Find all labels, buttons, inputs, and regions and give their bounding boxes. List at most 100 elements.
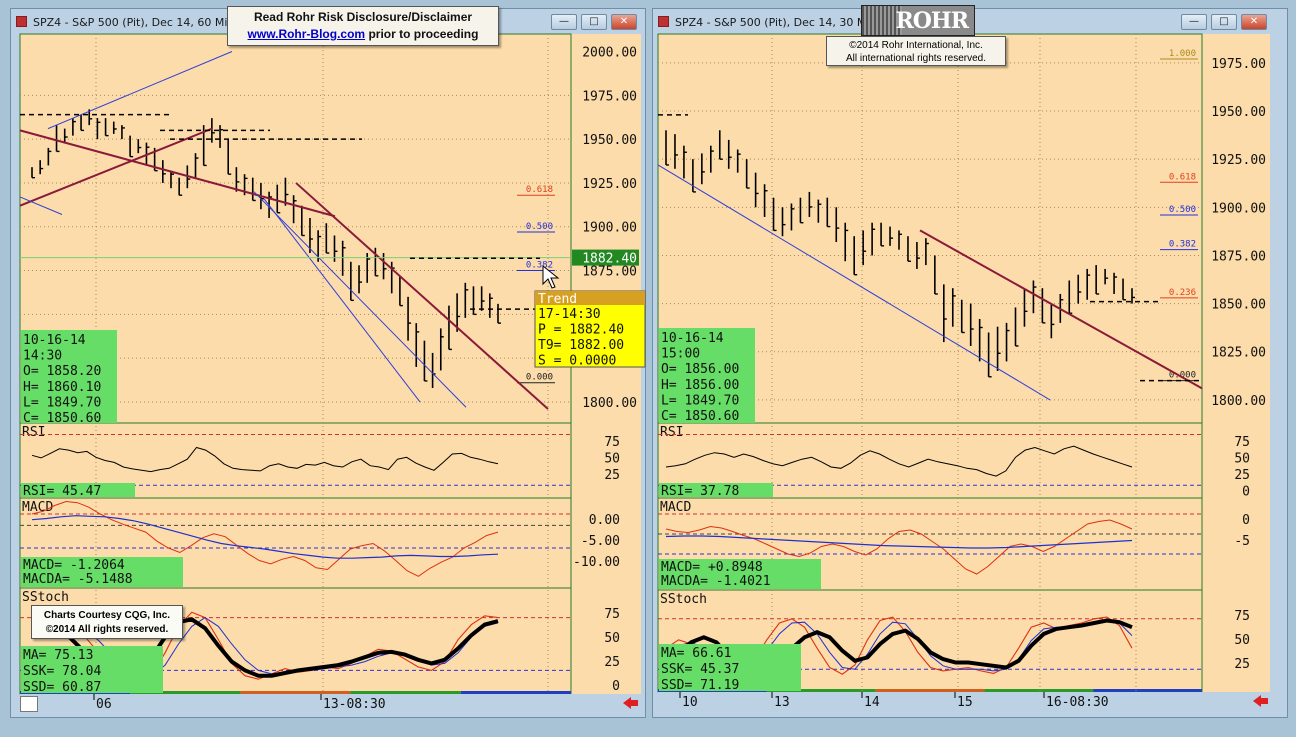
scroll-box[interactable] xyxy=(20,696,38,712)
left-macd-tick: -5.00 xyxy=(581,534,620,549)
right-rsi-tick: 75 xyxy=(1234,435,1250,450)
right-stoch-tick: 50 xyxy=(1234,633,1250,648)
left-scroll-arrow-icon xyxy=(623,697,638,709)
right-macd-readout: MACDA= -1.4021 xyxy=(661,574,771,589)
left-stoch-tick: 25 xyxy=(604,655,620,670)
left-fib-label: 0.382 xyxy=(526,261,553,271)
right-time-label: 14 xyxy=(864,695,880,710)
right-price-tick: 1825.00 xyxy=(1211,346,1266,361)
right-sstoch-label: SStoch xyxy=(660,592,707,607)
left-price-tick: 1875.00 xyxy=(582,265,637,280)
left-stoch-readout: MA= 75.13 xyxy=(23,648,93,663)
left-macd-readout: MACD= -1.2064 xyxy=(23,558,125,573)
right-window-title: SPZ4 - S&P 500 (Pit), Dec 14, 30 Min xyxy=(675,16,877,29)
left-trend-line xyxy=(295,182,549,410)
cqg-credit: Charts Courtesy CQG, Inc. ©2014 All righ… xyxy=(31,605,183,639)
left-rsi-line xyxy=(31,446,499,473)
right-session-strip xyxy=(984,689,1094,692)
right-price-tick: 1800.00 xyxy=(1211,394,1266,409)
right-title-bar[interactable]: SPZ4 - S&P 500 (Pit), Dec 14, 30 Min — □… xyxy=(653,9,1287,35)
right-stoch-readout: SSK= 45.37 xyxy=(661,662,739,677)
right-price-tick: 1950.00 xyxy=(1211,105,1266,120)
cqg-app-icon xyxy=(658,16,669,27)
disclaimer-title: Read Rohr Risk Disclosure/Disclaimer xyxy=(253,10,473,24)
right-info-line: C= 1850.60 xyxy=(661,409,739,424)
left-rsi-readout: RSI= 45.47 xyxy=(23,484,101,499)
right-fib-label: 0.500 xyxy=(1169,205,1196,215)
left-rsi-tick: 50 xyxy=(604,452,620,467)
disclaimer-banner: Read Rohr Risk Disclosure/Disclaimer www… xyxy=(227,6,499,46)
right-macd-label: MACD xyxy=(660,500,691,515)
right-time-label: 16-08:30 xyxy=(1046,695,1109,710)
right-rsi-tick: 50 xyxy=(1234,452,1250,467)
maximize-button[interactable]: □ xyxy=(581,14,607,30)
left-price-tick: 1800.00 xyxy=(582,396,637,411)
left-sstoch-label: SStoch xyxy=(22,590,69,605)
left-macd-tick: -10.00 xyxy=(573,555,620,570)
right-fib-label: 0.000 xyxy=(1169,371,1196,381)
left-trend-line xyxy=(19,129,336,218)
left-current-price-value: 1882.40 xyxy=(582,252,637,267)
left-rsi-tick: 75 xyxy=(604,435,620,450)
left-current-price-tag xyxy=(572,249,639,266)
left-rsi-tick: 25 xyxy=(604,468,620,483)
left-stoch-readout: SSK= 78.04 xyxy=(23,664,101,679)
trend-popup-title: Trend xyxy=(538,292,577,307)
left-price-tick: 2000.00 xyxy=(582,46,637,61)
maximize-button[interactable]: □ xyxy=(1211,14,1237,30)
right-stoch-readout-box xyxy=(659,644,801,691)
left-session-strip xyxy=(460,691,571,694)
right-price-tick: 1875.00 xyxy=(1211,249,1266,264)
right-rsi-line xyxy=(665,445,1133,477)
left-stoch-tick: 75 xyxy=(604,607,620,622)
right-stoch-readout: SSD= 71.19 xyxy=(661,678,739,693)
left-info-line: O= 1858.20 xyxy=(23,364,101,379)
left-stoch-readout-box xyxy=(21,646,163,693)
right-session-strip xyxy=(1093,689,1202,692)
right-price-tick: 1925.00 xyxy=(1211,153,1266,168)
right-time-label: 15 xyxy=(957,695,973,710)
left-info-box xyxy=(21,330,117,423)
right-macd-tick: -5 xyxy=(1234,534,1250,549)
right-rsi-label: RSI xyxy=(660,425,683,440)
minimize-button[interactable]: — xyxy=(1181,14,1207,30)
minimize-button[interactable]: — xyxy=(551,14,577,30)
right-time-label: 10 xyxy=(682,695,698,710)
left-stoch-tick: 0 xyxy=(612,679,620,694)
left-fib-label: 0.000 xyxy=(526,373,553,383)
left-info-line: H= 1860.10 xyxy=(23,380,101,395)
left-channel-line xyxy=(19,196,63,215)
right-macd-tick: 0 xyxy=(1242,513,1250,528)
right-rsi-tick: 0 xyxy=(1242,485,1250,500)
right-price-tick: 1850.00 xyxy=(1211,298,1266,313)
right-fib-label: 1.000 xyxy=(1169,49,1196,59)
left-time-label: 13-08:30 xyxy=(323,697,386,712)
left-macd-readout-box xyxy=(21,557,183,587)
left-price-tick: 1900.00 xyxy=(582,221,637,236)
trend-popup-line: S = 0.0000 xyxy=(538,354,616,369)
right-info-line: L= 1849.70 xyxy=(661,393,739,408)
right-time-label: 13 xyxy=(774,695,790,710)
right-macd-readout-box xyxy=(659,559,821,589)
right-fib-label: 0.618 xyxy=(1169,172,1196,182)
left-channel-line xyxy=(47,51,233,130)
left-macd-line xyxy=(31,500,499,577)
right-session-strip xyxy=(875,689,985,692)
close-button[interactable]: ✕ xyxy=(1241,14,1267,30)
left-title-bar[interactable]: SPZ4 - S&P 500 (Pit), Dec 14, 60 Min — □… xyxy=(11,9,645,35)
left-session-strip xyxy=(350,691,461,694)
right-fib-label: 0.236 xyxy=(1169,288,1196,298)
right-info-line: O= 1856.00 xyxy=(661,362,739,377)
rohr-blog-link[interactable]: www.Rohr-Blog.com xyxy=(247,27,366,41)
right-channel-line xyxy=(657,164,1051,401)
left-price-tick: 1975.00 xyxy=(582,89,637,104)
copyright-line: All international rights reserved. xyxy=(845,53,987,64)
right-rsi-tick: 25 xyxy=(1234,468,1250,483)
left-fib-label: 0.618 xyxy=(526,185,553,195)
close-button[interactable]: ✕ xyxy=(611,14,637,30)
right-price-axis xyxy=(1202,34,1270,692)
right-macd-readout: MACD= +0.8948 xyxy=(661,560,763,575)
left-time-label: 06 xyxy=(96,697,112,712)
left-rsi-label: RSI xyxy=(22,425,45,440)
